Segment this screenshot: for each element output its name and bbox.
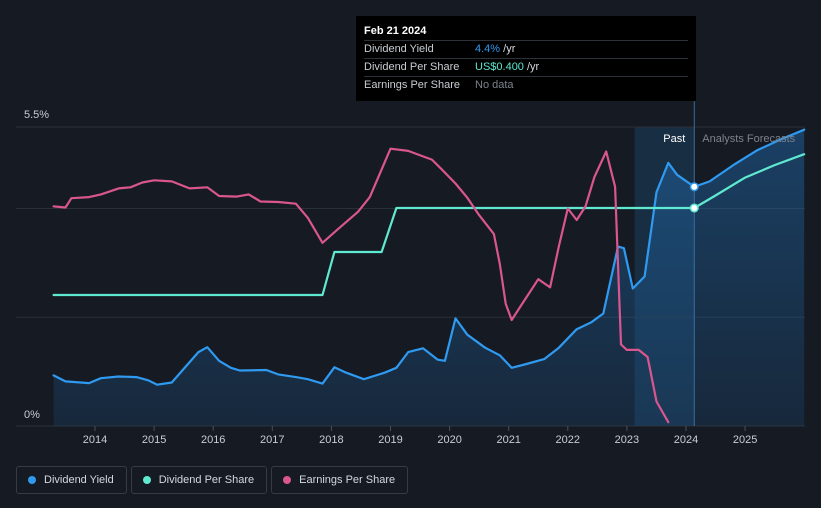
hover-tooltip: Feb 21 2024 Dividend Yield 4.4% /yr Divi… (356, 16, 696, 101)
earnings-per-share-line (52, 147, 670, 424)
legend-label: Dividend Per Share (158, 474, 255, 486)
tooltip-row-dividend-yield: Dividend Yield 4.4% /yr (364, 40, 688, 58)
x-tick-label: 2022 (556, 434, 580, 446)
x-tick-label: 2015 (142, 434, 166, 446)
line-layer (52, 128, 806, 424)
legend-dot-icon (283, 476, 292, 484)
legend-item-dividend-per-share[interactable]: Dividend Per Share (130, 466, 268, 494)
area-layer (53, 129, 805, 426)
legend-label: Dividend Yield (44, 474, 114, 486)
dividend-yield-area (53, 162, 695, 426)
tooltip-date: Feb 21 2024 (364, 25, 427, 37)
legend-dot-icon (28, 476, 36, 484)
x-tick-label: 2014 (83, 434, 107, 446)
marker-layer (689, 182, 699, 213)
x-tick-label: 2019 (378, 434, 402, 446)
legend-label: Earnings Per Share (299, 474, 396, 486)
y-tick-label-bottom: 0% (24, 409, 40, 421)
tooltip-row-dividend-per-share: Dividend Per Share US$0.400 /yr (364, 58, 688, 76)
tooltip-value: No data (475, 79, 514, 91)
legend-item-dividend-yield[interactable]: Dividend Yield (16, 466, 127, 494)
forecast-region-label: Analysts Forecasts (702, 133, 795, 145)
past-region-label: Past (663, 133, 685, 145)
x-tick-label: 2018 (319, 434, 343, 446)
chart-legend: Dividend Yield Dividend Per Share Earnin… (16, 466, 409, 494)
dividend-per-share-line (52, 206, 696, 297)
x-axis-ticks: 2014 2015 2016 2017 2018 2019 2020 2021 2022 2023… (83, 426, 757, 446)
tooltip-row-earnings-per-share: Earnings Per Share No data (364, 76, 688, 94)
tooltip-value: US$0.400 /yr (475, 61, 540, 73)
y-tick-label-top: 5.5% (24, 109, 49, 121)
current-value-marker (689, 203, 699, 213)
tooltip-value: 4.4% /yr (475, 43, 516, 55)
dividend-yield-forecast-area (694, 129, 805, 426)
current-value-marker (689, 182, 699, 192)
x-tick-label: 2017 (260, 434, 284, 446)
dividend-yield-line (52, 161, 696, 386)
x-tick-label: 2024 (674, 434, 698, 446)
x-tick-label: 2025 (733, 434, 757, 446)
x-tick-label: 2016 (201, 434, 225, 446)
dividend-per-share-forecast-line (693, 153, 806, 210)
x-tick-label: 2021 (496, 434, 520, 446)
dividend-yield-forecast-line (693, 128, 806, 188)
legend-dot-icon (142, 476, 151, 484)
legend-item-earnings-per-share[interactable]: Earnings Per Share (271, 466, 409, 494)
x-tick-label: 2020 (437, 434, 461, 446)
tooltip-label: Dividend Yield (364, 43, 434, 55)
tooltip-label: Earnings Per Share (364, 79, 460, 91)
x-tick-label: 2023 (615, 434, 639, 446)
tooltip-label: Dividend Per Share (364, 61, 460, 73)
